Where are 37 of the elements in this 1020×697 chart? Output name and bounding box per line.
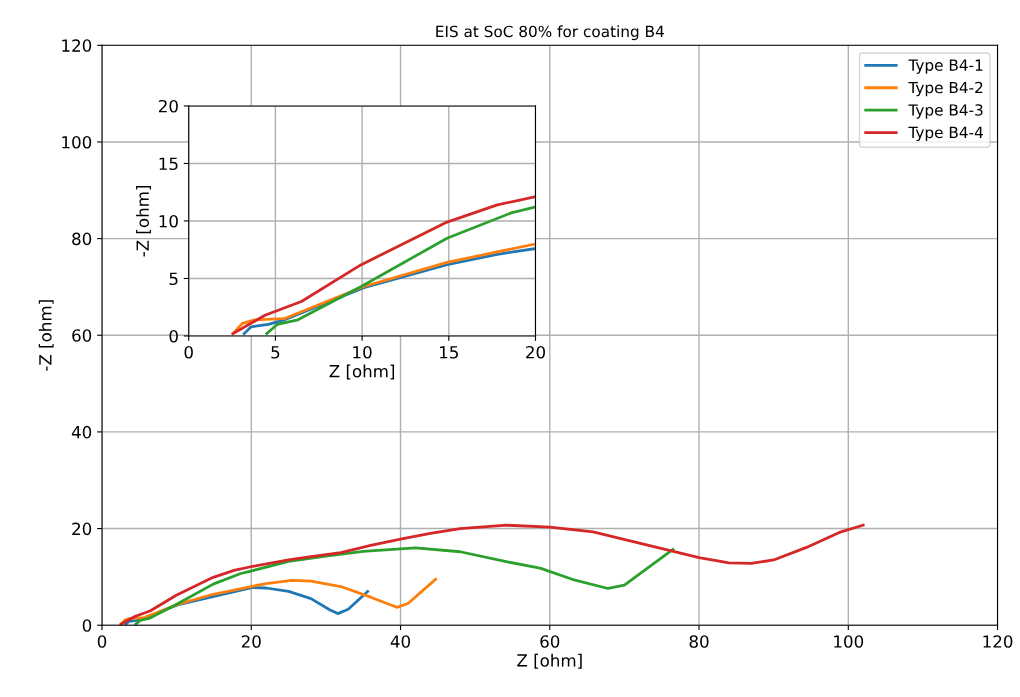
x-tick-label: 5 [271,346,280,359]
line-series [231,195,536,336]
y-tick-label: 0 [82,619,92,632]
line-series [134,546,675,626]
x-tick-label: 40 [390,635,411,648]
x-tick-label: 100 [834,635,864,648]
y-tick-label: 40 [71,425,92,439]
y-tick-label: 120 [62,39,92,52]
legend-label: Type B4-4 [908,126,983,142]
y-tick-label: 20 [72,522,92,536]
y-tick-label: 5 [169,272,178,286]
x-axis-title: Z [ohm] [329,364,395,380]
y-axis-title: -Z [ohm] [38,300,54,371]
legend-label: Type B4-2 [908,81,983,97]
y-axis-title: -Z [ohm] [136,186,151,257]
y-tick-label: 0 [169,329,178,343]
legend-label: Type B4-1 [908,59,983,74]
x-tick-label: 15 [440,346,458,359]
x-axis-title: Z [ohm] [517,653,582,669]
x-tick-label: 20 [526,345,545,359]
x-tick-label: 80 [689,635,709,648]
y-tick-label: 15 [159,157,178,171]
x-tick-label: 20 [241,635,261,648]
y-tick-label: 80 [72,232,92,246]
legend-label: Type B4-3 [908,104,983,119]
x-tick-label: 120 [983,635,1013,648]
x-tick-label: 0 [184,345,193,359]
y-tick-label: 20 [158,99,178,113]
x-tick-label: 60 [540,635,560,648]
x-tick-label: 0 [97,635,107,648]
x-tick-label: 10 [353,345,372,359]
line-series [265,205,536,336]
chart-title: EIS at SoC 80% for coating B4 [436,25,664,41]
y-tick-label: 60 [72,329,92,342]
y-tick-label: 100 [62,135,92,149]
y-tick-label: 10 [159,214,178,228]
line-series [119,523,865,626]
